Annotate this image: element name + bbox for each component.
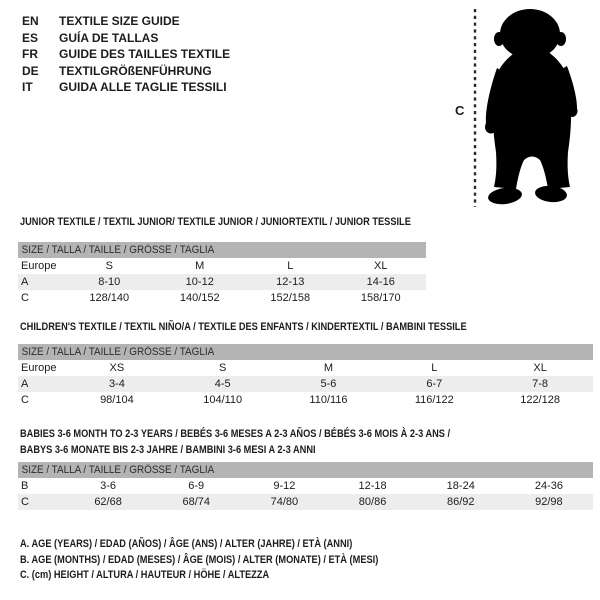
footnotes: A. AGE (YEARS) / EDAD (AÑOS) / ÂGE (ANS)… [20,537,378,584]
footnote-line: B. AGE (MONTHS) / EDAD (MESES) / ÂGE (MO… [20,553,379,566]
language-label: GUIDA ALLE TAGLIE TESSILI [59,80,227,94]
cell-value: XL [374,260,388,272]
language-header: EN TEXTILE SIZE GUIDE ES GUÍA DE TALLAS FR GU… [22,13,230,96]
footnote-line: C. (cm) HEIGHT / ALTURA / HAUTEUR / HÖHE… [20,569,270,581]
language-code: DE [22,63,39,78]
cell-value: 12-18 [358,480,387,492]
cell-value: S [105,260,113,272]
cell-value: 3-6 [100,480,117,492]
language-label: TEXTILGRÖßENFÜHRUNG [59,63,212,78]
cell-value: XL [533,362,547,374]
language-code: ES [22,30,39,45]
cell-value: 104/110 [203,394,243,406]
table-row: B 3-6 6-9 9-12 12-18 18-24 24-36 [18,478,593,494]
table-row: A 3-4 4-5 5-6 6-7 7-8 [18,376,593,392]
cell-value: M [195,260,205,272]
cell-value: 98/104 [100,394,134,406]
row-label: Europe [21,362,57,374]
row-label: Europe [21,260,57,272]
cell-value: 6-9 [188,480,205,492]
cell-value: 86/92 [446,496,475,508]
cell-value: 68/74 [182,496,210,508]
cell-value: 122/128 [520,394,560,406]
row-label: A [21,378,29,390]
row-label: C [21,394,29,406]
cell-value: L [287,260,294,272]
size-header-band: SIZE / TALLA / TAILLE / GRÖSSE / TAGLIA [18,462,593,478]
cell-value: S [219,362,227,374]
language-row-es: ES GUÍA DE TALLAS [22,30,230,47]
cell-value: 110/116 [309,394,348,406]
cell-value: 6-7 [426,378,443,390]
cell-value: 74/80 [270,496,299,508]
cell-value: 80/86 [358,496,387,508]
size-header-label: SIZE / TALLA / TAILLE / GRÖSSE / TAGLIA [21,244,215,256]
table-row: Europe S M L XL [18,258,426,274]
cell-value: 92/98 [535,496,563,508]
cell-value: 4-5 [214,378,231,390]
cell-value: 158/170 [360,292,401,304]
size-header-band: SIZE / TALLA / TAILLE / GRÖSSE / TAGLIA [18,344,593,360]
row-label: A [21,276,29,288]
table-title-line: JUNIOR TEXTILE / TEXTIL JUNIOR/ TEXTILE … [20,216,411,228]
language-label: GUIDE DES TAILLES TEXTILE [59,47,231,61]
table-row: C 62/68 68/74 74/80 80/86 86/92 92/98 [18,494,593,510]
size-header-label: SIZE / TALLA / TAILLE / GRÖSSE / TAGLIA [21,464,215,476]
cell-value: 14-16 [366,276,395,288]
cell-value: 24-36 [534,480,563,492]
baby-silhouette-icon [485,9,578,205]
table-row: A 8-10 10-12 12-13 14-16 [18,274,426,290]
cell-value: 9-12 [273,480,296,492]
cell-value: 128/140 [89,292,130,304]
language-row-en: EN TEXTILE SIZE GUIDE [22,13,230,30]
footnote-line: A. AGE (YEARS) / EDAD (AÑOS) / ÂGE (ANS)… [20,538,353,550]
row-label: C [21,496,29,508]
language-row-it: IT GUIDA ALLE TAGLIE TESSILI [22,79,230,96]
junior-size-table: SIZE / TALLA / TAILLE / GRÖSSE / TAGLIA … [18,242,426,306]
cell-value: 140/152 [179,292,220,304]
cell-value: 10-12 [185,276,214,288]
babies-table-title: BABIES 3-6 MONTH TO 2-3 YEARS / BEBÉS 3-… [20,426,450,458]
cell-value: 12-13 [276,276,305,288]
junior-table-title: JUNIOR TEXTILE / TEXTIL JUNIOR/ TEXTILE … [20,214,411,230]
cell-value: 7-8 [532,378,549,390]
cell-value: 152/158 [270,292,311,304]
language-label: GUÍA DE TALLAS [59,30,159,45]
table-title-line: BABYS 3-6 MONATE BIS 2-3 JAHRE / BAMBINI… [20,444,316,456]
cell-value: 3-4 [108,378,125,390]
table-row: Europe XS S M L XL [18,360,593,376]
cell-value: M [323,362,334,374]
cell-value: 18-24 [446,480,475,492]
row-label: C [21,292,29,304]
language-code: EN [22,14,39,28]
cell-value: 5-6 [320,378,337,390]
size-header-label: SIZE / TALLA / TAILLE / GRÖSSE / TAGLIA [21,346,215,358]
height-measure-label: C [455,103,465,118]
language-label: TEXTILE SIZE GUIDE [59,14,180,28]
language-row-de: DE TEXTILGRÖßENFÜHRUNG [22,63,230,80]
row-label: B [21,480,29,492]
babies-size-table: SIZE / TALLA / TAILLE / GRÖSSE / TAGLIA … [18,462,593,510]
table-title-line: BABIES 3-6 MONTH TO 2-3 YEARS / BEBÉS 3-… [20,428,451,440]
children-table-title: CHILDREN'S TEXTILE / TEXTIL NIÑO/A / TEX… [20,319,467,335]
size-header-band: SIZE / TALLA / TAILLE / GRÖSSE / TAGLIA [18,242,426,258]
children-size-table: SIZE / TALLA / TAILLE / GRÖSSE / TAGLIA … [18,344,593,408]
cell-value: 116/122 [414,394,454,406]
table-row: C 128/140 140/152 152/158 158/170 [18,290,426,306]
cell-value: XS [109,362,125,374]
cell-value: 8-10 [98,276,121,288]
height-measure-line [473,9,477,207]
language-code: FR [22,47,38,61]
language-row-fr: FR GUIDE DES TAILLES TEXTILE [22,46,230,63]
language-code: IT [22,80,33,94]
cell-value: L [431,362,438,374]
table-row: C 98/104 104/110 110/116 116/122 122/128 [18,392,593,408]
table-title-line: CHILDREN'S TEXTILE / TEXTIL NIÑO/A / TEX… [20,321,467,333]
cell-value: 62/68 [94,496,122,508]
